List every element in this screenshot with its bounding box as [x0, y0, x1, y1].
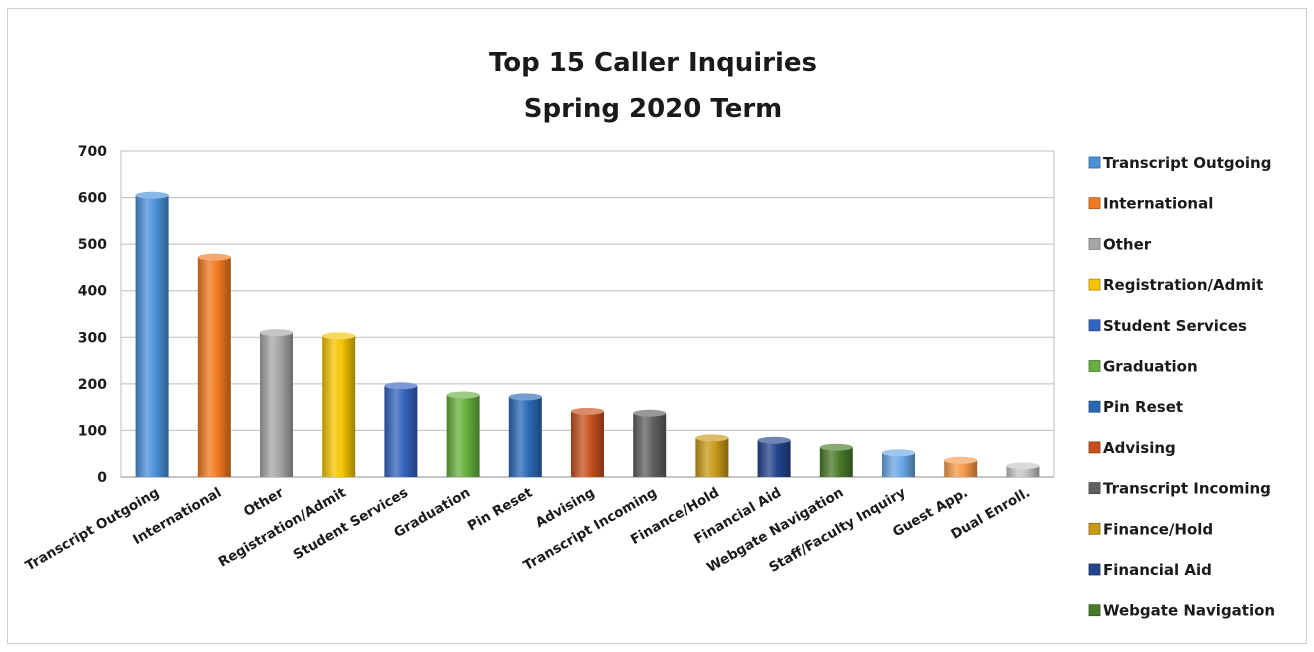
legend-label: Webgate Navigation [1103, 602, 1275, 620]
bar-cap [384, 382, 418, 390]
legend-label: Financial Aid [1103, 561, 1212, 579]
bar-cap [446, 391, 480, 399]
y-tick-label: 600 [78, 191, 107, 207]
y-tick-label: 500 [78, 237, 107, 253]
chart-subtitle: Spring 2020 Term [524, 94, 783, 124]
legend-label: Graduation [1103, 358, 1198, 376]
bar [882, 452, 915, 477]
bar-cap [508, 393, 542, 401]
bar [384, 385, 418, 477]
bar-cap [695, 434, 729, 442]
x-tick-label: Pin Reset [465, 484, 536, 534]
bar [819, 447, 853, 477]
legend-label: Student Services [1103, 317, 1247, 335]
legend-label: Pin Reset [1103, 398, 1183, 416]
legend-swatch [1088, 278, 1101, 291]
legend-label: Advising [1103, 439, 1176, 457]
bar [695, 437, 729, 477]
bar [197, 257, 231, 477]
bar-cap [571, 407, 604, 415]
chart-frame: Top 15 Caller Inquiries Spring 2020 Term… [7, 8, 1307, 644]
y-tick-label: 300 [78, 330, 107, 346]
x-tick-label: Other [241, 484, 287, 520]
bar [446, 395, 480, 477]
legend-label: Transcript Incoming [1103, 480, 1271, 498]
bar [571, 411, 604, 477]
bar-cap [322, 332, 356, 340]
legend-label: Other [1103, 235, 1152, 253]
y-tick-label: 0 [97, 470, 107, 486]
legend-swatch [1088, 319, 1101, 332]
legend-swatch [1088, 482, 1101, 495]
bar-cap [882, 449, 915, 457]
bar-cap [260, 329, 293, 337]
bar-cap [1006, 462, 1040, 470]
chart-title: Top 15 Caller Inquiries [489, 48, 817, 78]
bar-cap [819, 443, 853, 451]
bar-cap [633, 409, 667, 417]
legend-swatch [1088, 197, 1101, 210]
legend-label: International [1103, 195, 1213, 213]
legend-swatch [1088, 156, 1101, 169]
legend-swatch [1088, 400, 1101, 413]
legend-swatch [1088, 604, 1101, 617]
bar [944, 460, 978, 477]
bar [757, 440, 791, 477]
bar [135, 195, 169, 477]
legend-swatch [1088, 360, 1101, 372]
legend-swatch [1088, 522, 1101, 535]
y-tick-label: 200 [78, 377, 107, 393]
x-tick-label: Student Services [291, 485, 411, 564]
legend-label: Transcript Outgoing [1103, 154, 1271, 172]
bar-chart: Top 15 Caller Inquiries Spring 2020 Term… [23, 48, 1275, 620]
bar-cap [135, 191, 169, 199]
y-tick-label: 400 [78, 284, 107, 300]
bar-cap [757, 436, 791, 444]
legend-label: Registration/Admit [1103, 276, 1263, 294]
legend-swatch [1088, 563, 1101, 576]
y-tick-label: 700 [78, 144, 107, 160]
bar-cap [197, 253, 231, 261]
bar [322, 335, 356, 477]
bar-cap [944, 456, 978, 464]
legend-label: Finance/Hold [1103, 520, 1213, 538]
bar [633, 413, 667, 477]
bar [1006, 465, 1040, 477]
legend-swatch [1088, 441, 1101, 454]
legend-swatch [1088, 237, 1101, 250]
y-tick-label: 100 [78, 423, 107, 439]
legend: Transcript Outgoing International Other Reg… [1088, 154, 1275, 620]
bar [260, 332, 293, 477]
bar [508, 396, 542, 477]
